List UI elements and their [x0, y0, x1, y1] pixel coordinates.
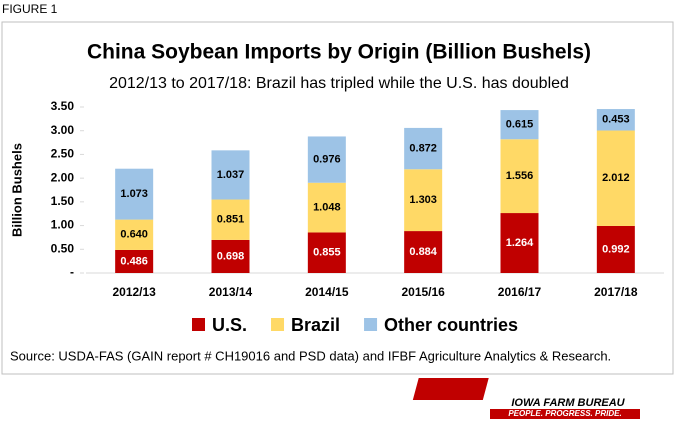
data-label: 2.012	[602, 172, 630, 184]
bar-segment	[596, 109, 635, 131]
x-tick-label: 2013/14	[209, 285, 253, 299]
bar-segment	[404, 127, 443, 170]
bar-segment	[404, 169, 443, 232]
bar-segment	[115, 168, 154, 220]
bar-segment	[307, 182, 346, 233]
data-label: 1.556	[506, 170, 534, 182]
bar-segment	[500, 213, 539, 273]
x-tick-label: 2016/17	[498, 285, 542, 299]
data-label: 0.615	[506, 119, 534, 131]
y-tick-label: 3.00	[51, 123, 75, 137]
bar-segment	[500, 139, 539, 214]
data-label: 1.073	[120, 188, 148, 200]
data-label: 0.855	[313, 247, 341, 259]
bar-segment	[596, 225, 635, 273]
logo-band	[490, 409, 640, 419]
data-label: 0.851	[217, 214, 245, 226]
data-label: 0.698	[217, 250, 245, 262]
data-label: 0.453	[602, 114, 630, 126]
bar-segment	[404, 231, 443, 273]
bar-segment	[115, 219, 154, 250]
logo-mark	[412, 378, 489, 400]
data-label: 0.640	[120, 229, 148, 241]
bar-segment	[596, 130, 635, 226]
y-tick-label: -	[70, 265, 74, 279]
chart-frame	[1, 21, 674, 375]
y-tick-label: 1.00	[51, 218, 75, 232]
y-tick-label: 3.50	[51, 99, 75, 113]
x-tick-label: 2015/16	[401, 285, 445, 299]
data-label: 0.992	[602, 243, 630, 255]
bar-segment	[211, 199, 250, 240]
bar-segment	[500, 110, 539, 140]
data-label: 1.048	[313, 202, 341, 214]
x-tick-label: 2012/13	[112, 285, 156, 299]
bar-segment	[115, 249, 154, 273]
logo: IOWA FARM BUREAU PEOPLE. PROGRESS. PRIDE…	[412, 378, 640, 419]
y-tick-label: 0.50	[51, 241, 75, 255]
data-label: 0.976	[313, 154, 341, 166]
bar-segment	[307, 136, 346, 183]
data-label: 0.486	[120, 255, 148, 267]
y-tick-label: 1.50	[51, 194, 75, 208]
legend-label: U.S.	[212, 315, 247, 335]
bar-segment	[211, 239, 250, 273]
data-label: 0.884	[409, 246, 437, 258]
bar-segment	[211, 150, 250, 200]
legend-swatch	[364, 318, 378, 331]
data-label: 1.264	[506, 237, 534, 249]
legend-swatch	[271, 318, 285, 331]
bar-segment	[307, 232, 346, 273]
y-axis-label: Billion Bushels	[9, 143, 24, 237]
logo-tagline: PEOPLE. PROGRESS. PRIDE.	[508, 409, 621, 418]
y-tick-label: 2.00	[51, 170, 75, 184]
legend-label: Brazil	[291, 315, 340, 335]
chart-subtitle: 2012/13 to 2017/18: Brazil has tripled w…	[109, 75, 569, 92]
x-tick-label: 2014/15	[305, 285, 349, 299]
logo-name: IOWA FARM BUREAU	[511, 397, 625, 409]
data-label: 0.872	[409, 143, 437, 155]
chart-title: China Soybean Imports by Origin (Billion…	[87, 41, 591, 64]
legend-label: Other countries	[384, 315, 518, 335]
figure-label: FIGURE 1	[2, 2, 58, 16]
source-note: Source: USDA-FAS (GAIN report # CH19016 …	[10, 348, 611, 363]
y-tick-label: 2.50	[51, 147, 75, 161]
data-label: 1.303	[409, 194, 437, 206]
data-label: 1.037	[217, 169, 245, 181]
x-tick-label: 2017/18	[594, 285, 638, 299]
legend-swatch	[192, 318, 205, 331]
